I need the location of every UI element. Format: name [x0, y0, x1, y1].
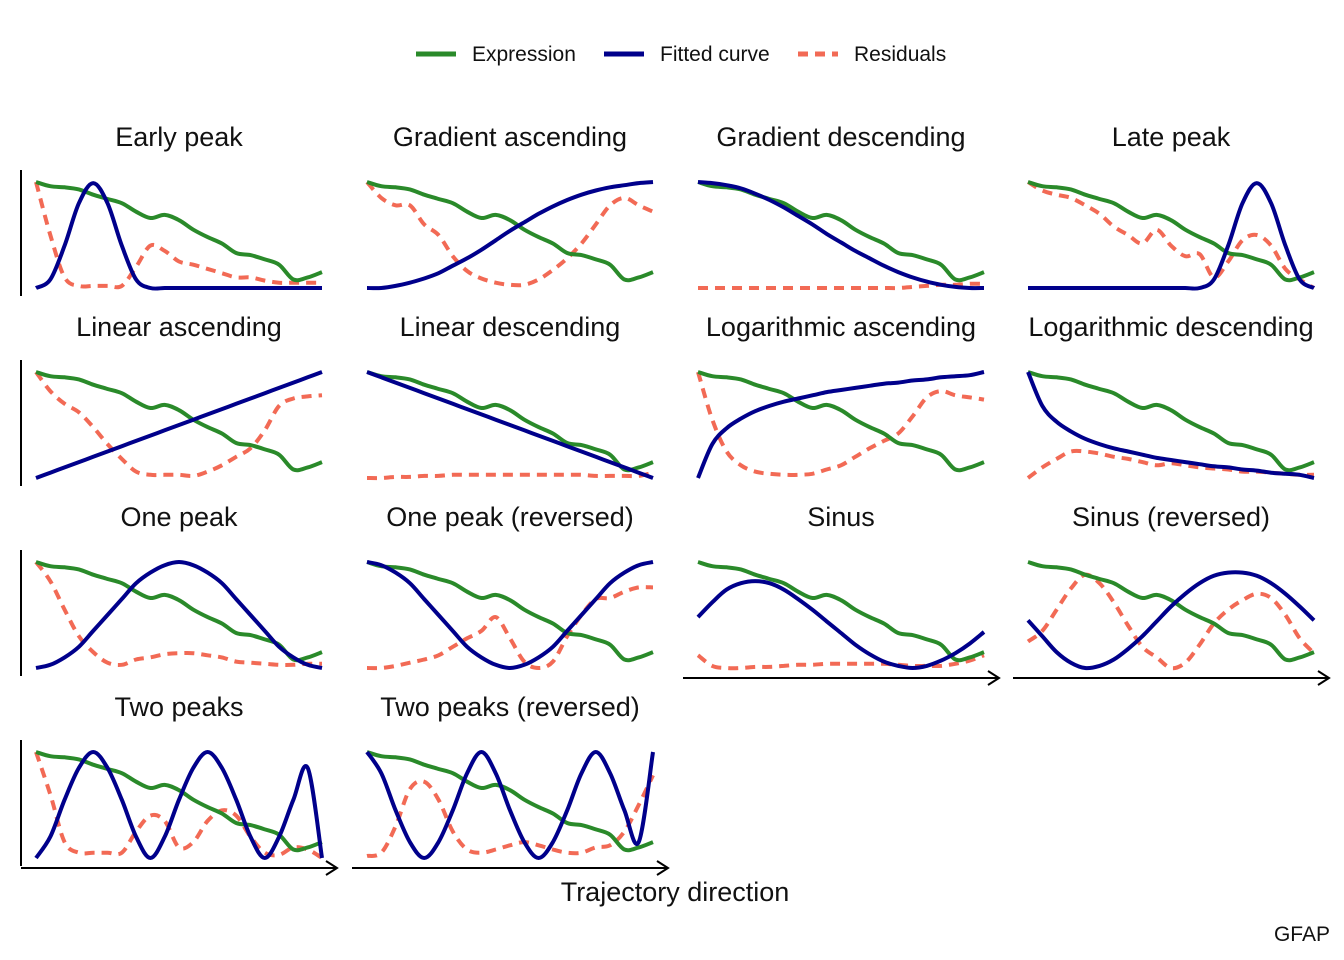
fitted-curve-line [1026, 570, 1316, 671]
fitted-curve-line [366, 560, 654, 671]
residuals-line [34, 181, 322, 290]
panel-linear-descending: Linear descending [366, 312, 654, 481]
fitted-curve-line [696, 579, 986, 671]
panel-logarithmic-ascending: Logarithmic ascending [696, 312, 985, 479]
panel-title: One peak [120, 502, 238, 532]
panel-title: Logarithmic descending [1028, 312, 1313, 342]
expression-line [35, 370, 323, 473]
fitted-curve-line [35, 559, 323, 670]
expression-line [1027, 370, 1315, 473]
residuals-line [366, 774, 655, 858]
panel-one-peak-reversed: One peak (reversed) [366, 502, 654, 671]
panel-title: Logarithmic ascending [706, 312, 976, 342]
fitted-curve-line [34, 749, 324, 861]
panel-one-peak: One peak [20, 502, 323, 676]
residuals-line [1026, 180, 1316, 290]
x-axis-arrowhead [656, 860, 670, 876]
caption: GFAP [1274, 923, 1330, 946]
panel-title: Early peak [115, 122, 243, 152]
facet-panels: Early peak Gradient ascending Gradient des… [20, 122, 1331, 876]
panel-title: Linear ascending [76, 312, 282, 342]
fitted-curve-line [35, 370, 323, 480]
panel-title: One peak (reversed) [386, 502, 634, 532]
panel-sinus: Sinus [683, 502, 1001, 686]
residuals-line [696, 371, 985, 477]
legend-label-expression: Expression [472, 43, 576, 66]
fitted-curve-line [1026, 371, 1315, 480]
legend: Expression Fitted curve Residuals [416, 43, 946, 66]
expression-line [697, 180, 985, 283]
fitted-curve-line [1028, 181, 1316, 291]
panel-sinus-reversed: Sinus (reversed) [1013, 502, 1331, 686]
panel-early-peak: Early peak [20, 122, 323, 296]
fitted-curve-line [34, 181, 322, 291]
expression-line [366, 750, 654, 853]
expression-line [366, 370, 654, 473]
expression-line [366, 180, 654, 283]
legend-label-fitted-curve: Fitted curve [660, 43, 770, 66]
fitted-curve-line [696, 370, 985, 479]
x-axis-arrowhead [325, 860, 339, 876]
residuals-line [366, 470, 654, 481]
panel-gradient-ascending: Gradient ascending [365, 122, 654, 291]
panel-title: Late peak [1112, 122, 1231, 152]
panel-logarithmic-descending: Logarithmic descending [1026, 312, 1315, 480]
residuals-line [1026, 572, 1316, 671]
x-axis-arrowhead [1317, 670, 1331, 686]
x-axis-label: Trajectory direction [561, 877, 790, 907]
fitted-curve-line [365, 749, 655, 861]
residuals-line [34, 560, 323, 668]
residuals-line [1026, 448, 1315, 480]
panel-title: Gradient ascending [393, 122, 627, 152]
residuals-line [365, 180, 654, 288]
expression-line [697, 370, 985, 473]
panel-two-peaks-reversed: Two peaks (reversed) [352, 692, 670, 876]
panel-title: Two peaks (reversed) [380, 692, 640, 722]
legend-label-residuals: Residuals [854, 43, 946, 66]
fitted-curve-line [366, 370, 654, 480]
residuals-line [34, 370, 323, 479]
expression-line [1027, 180, 1315, 283]
panel-title: Linear descending [400, 312, 621, 342]
panel-title: Two peaks [114, 692, 243, 722]
expression-line [35, 180, 323, 283]
panel-gradient-descending: Gradient descending [697, 122, 985, 291]
panel-title: Gradient descending [716, 122, 965, 152]
residuals-line [696, 653, 985, 671]
panel-late-peak: Late peak [1026, 122, 1316, 291]
panel-title: Sinus (reversed) [1072, 502, 1270, 532]
residuals-line [366, 585, 654, 671]
fitted-curve-line [697, 180, 985, 291]
expression-line [1027, 560, 1315, 663]
panel-linear-ascending: Linear ascending [20, 312, 323, 486]
x-axis-arrowhead [987, 670, 1001, 686]
panel-two-peaks: Two peaks [20, 692, 339, 876]
fitted-curve-line [366, 180, 654, 291]
expression-line [366, 560, 654, 663]
panel-title: Sinus [807, 502, 875, 532]
expression-line [697, 560, 985, 663]
